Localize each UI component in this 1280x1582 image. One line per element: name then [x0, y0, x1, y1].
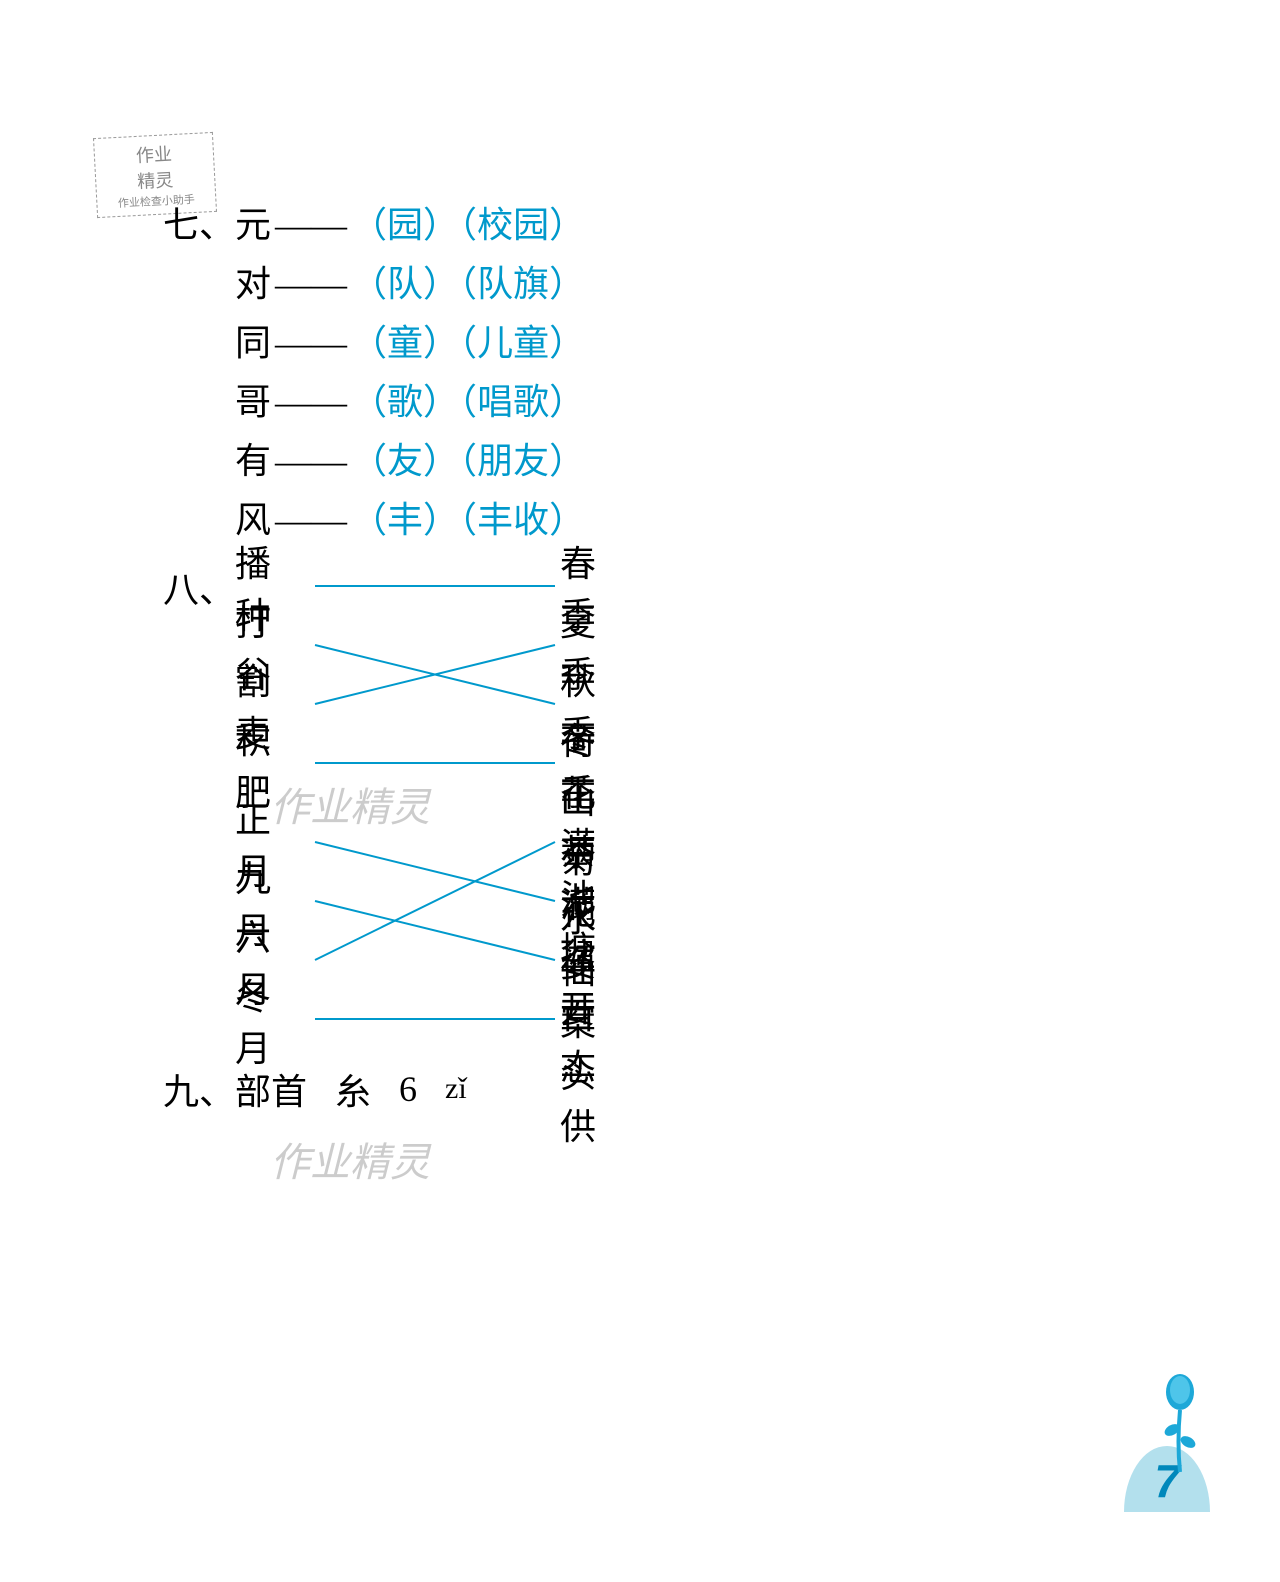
s8g2-left-3: 冬月: [235, 968, 271, 1072]
s7-base-1: 对: [235, 266, 271, 302]
s7-dash-2: ——: [275, 325, 347, 361]
s7-base-0: 元: [235, 207, 271, 243]
s7-ans2-1: 队旗: [477, 266, 549, 302]
section-7-label: 七、: [155, 207, 235, 243]
s7-dash-5: ——: [275, 502, 347, 538]
watermark-line1: 作业: [135, 140, 172, 168]
s7-row-5: 风 —— （丰）（丰收）: [155, 490, 1055, 549]
s7-base-4: 有: [235, 443, 271, 479]
s7-ans2-5: 丰收: [477, 502, 549, 538]
s7-ans2-0: 校园: [477, 207, 549, 243]
watermark-line2: 精灵: [137, 166, 174, 194]
s9-item-1: 糸: [335, 1063, 371, 1115]
main-content: 七、 元 —— （园）（校园） 对 —— （队）（队旗） 同 —— （童）（儿童…: [155, 195, 1055, 1118]
s7-paren: ）: [549, 207, 585, 243]
s7-ans1-2: 童: [387, 325, 423, 361]
s7-row-1: 对 —— （队）（队旗）: [155, 254, 1055, 313]
watermark-mid-2: 作业精灵: [270, 1130, 430, 1188]
s7-ans2-3: 唱歌: [477, 384, 549, 420]
s7-dash-1: ——: [275, 266, 347, 302]
s7-dash-0: ——: [275, 207, 347, 243]
s7-base-5: 风: [235, 502, 271, 538]
s7-dash-3: ——: [275, 384, 347, 420]
s7-paren: ）（: [423, 207, 477, 243]
s7-row-2: 同 —— （童）（儿童）: [155, 313, 1055, 372]
flower-icon: [1155, 1372, 1205, 1482]
s7-row-0: 七、 元 —— （园）（校园）: [155, 195, 1055, 254]
section-8-group2: 正月 荷花满池塘 九月 山茶满盆开 六月 菊花姿百态 冬月 水仙案头供: [155, 813, 1055, 1049]
s7-ans2-2: 儿童: [477, 325, 549, 361]
s7-base-3: 哥: [235, 384, 271, 420]
s9-item-2: 6: [399, 1068, 417, 1110]
s8g2-right-3: 水仙案头供: [560, 890, 596, 1150]
s7-ans2-4: 朋友: [477, 443, 549, 479]
section-7: 七、 元 —— （园）（校园） 对 —— （队）（队旗） 同 —— （童）（儿童…: [155, 195, 1055, 549]
section-8-group1: 八、 播种 春季 打谷 夏季 割麦 秋季 积肥 冬季: [155, 557, 1055, 793]
s7-ans1-0: 园: [387, 207, 423, 243]
s7-row-4: 有 —— （友）（朋友）: [155, 431, 1055, 490]
s7-dash-4: ——: [275, 443, 347, 479]
section-9-label: 九、: [155, 1063, 235, 1115]
s7-paren: （: [351, 207, 387, 243]
section-9: 九、 部首 糸 6 zǐ: [155, 1059, 1055, 1118]
s7-ans1-5: 丰: [387, 502, 423, 538]
section-8-label: 八、: [155, 561, 235, 613]
page-marker: 7: [1124, 1446, 1210, 1512]
s7-base-2: 同: [235, 325, 271, 361]
s9-item-3: zǐ: [445, 1072, 467, 1106]
s7-row-3: 哥 —— （歌）（唱歌）: [155, 372, 1055, 431]
s7-ans1-1: 队: [387, 266, 423, 302]
s7-ans1-4: 友: [387, 443, 423, 479]
s7-ans1-3: 歌: [387, 384, 423, 420]
